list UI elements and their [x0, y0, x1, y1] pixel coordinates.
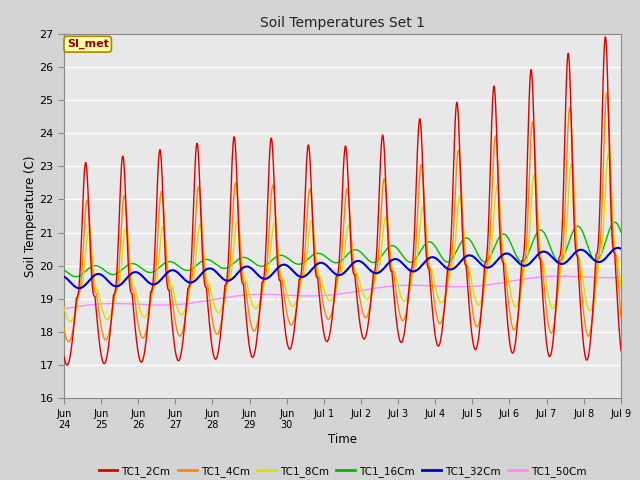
Legend: TC1_2Cm, TC1_4Cm, TC1_8Cm, TC1_16Cm, TC1_32Cm, TC1_50Cm: TC1_2Cm, TC1_4Cm, TC1_8Cm, TC1_16Cm, TC1… [94, 462, 591, 480]
Text: SI_met: SI_met [67, 39, 109, 49]
Title: Soil Temperatures Set 1: Soil Temperatures Set 1 [260, 16, 425, 30]
X-axis label: Time: Time [328, 433, 357, 446]
Y-axis label: Soil Temperature (C): Soil Temperature (C) [24, 155, 36, 277]
